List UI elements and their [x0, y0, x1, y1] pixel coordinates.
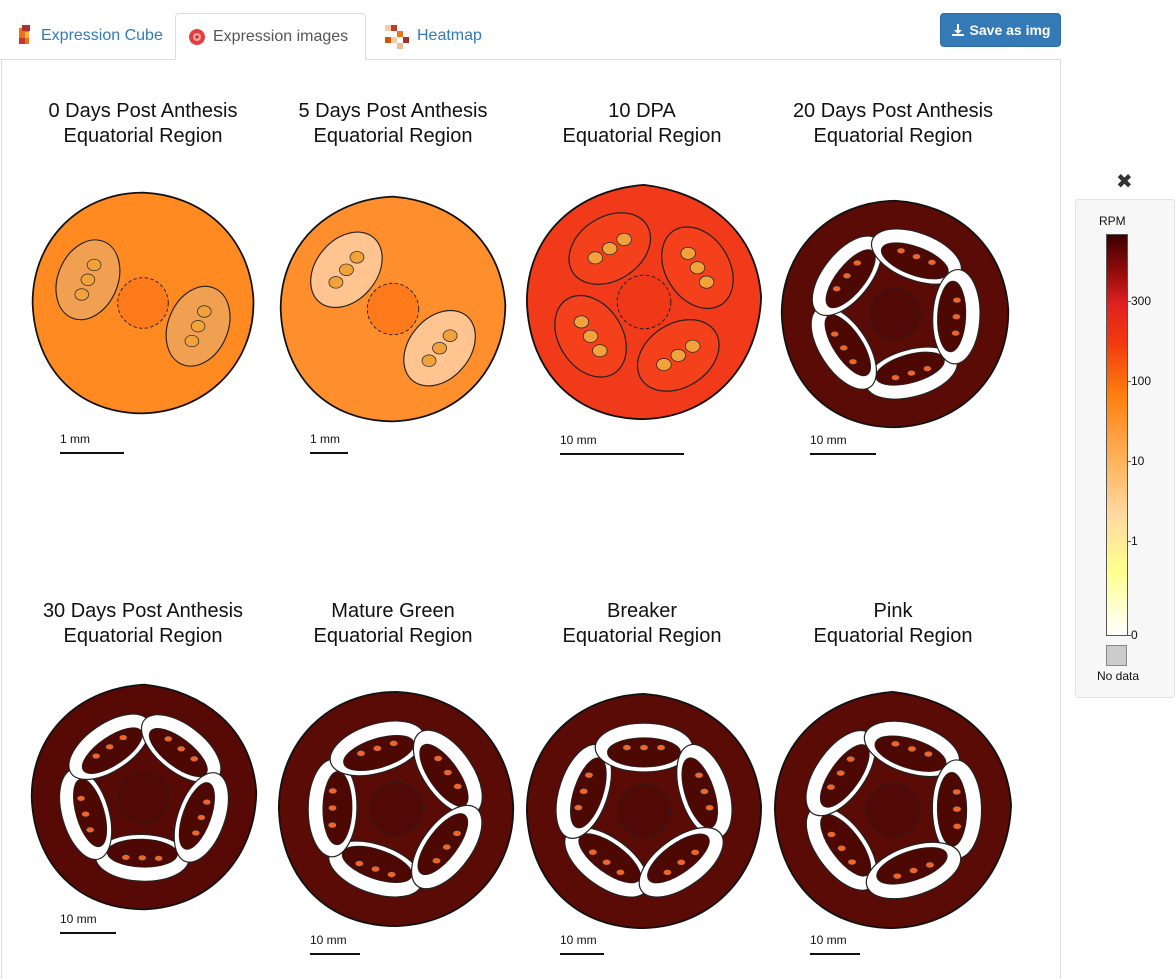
- image-title-line2: Equatorial Region: [813, 125, 973, 147]
- fruit-cross-section: [30, 683, 258, 911]
- legend-tickmark: [1128, 541, 1131, 542]
- legend-tick-100: 100: [1131, 374, 1152, 388]
- scale-label: 1 mm: [310, 432, 340, 446]
- scale-bar: [810, 953, 860, 955]
- tab-divider: [0, 59, 1061, 60]
- tab-label: Expression images: [213, 27, 349, 45]
- image-title-line2: Equatorial Region: [63, 625, 223, 647]
- download-icon: [951, 24, 964, 36]
- tab-bar: Expression Cube Expression images Heatma…: [0, 0, 1061, 60]
- image-title-line2: Equatorial Region: [313, 125, 473, 147]
- fruit-cross-section: [279, 195, 507, 423]
- image-title: 10 DPA Equatorial Region: [517, 99, 767, 149]
- no-data-label: No data: [1097, 669, 1140, 683]
- scale-label: 1 mm: [60, 432, 90, 446]
- image-title: 0 Days Post Anthesis Equatorial Region: [18, 99, 268, 149]
- image-title: 30 Days Post Anthesis Equatorial Region: [18, 599, 268, 649]
- image-title: Breaker Equatorial Region: [517, 599, 767, 649]
- legend-tick-300: 300: [1131, 294, 1152, 308]
- image-title-line1: 0 Days Post Anthesis: [48, 100, 238, 122]
- scale-bar: [560, 453, 684, 455]
- legend-tick-1: 1: [1131, 534, 1138, 548]
- scale-label: 10 mm: [560, 933, 597, 947]
- legend-gradient-bar: [1106, 234, 1128, 636]
- tab-expression-cube[interactable]: Expression Cube: [4, 13, 174, 59]
- no-data-swatch: [1106, 645, 1127, 666]
- scale-bar: [60, 932, 116, 934]
- tab-expression-images[interactable]: Expression images: [175, 13, 366, 60]
- image-title-line1: Pink: [873, 600, 913, 622]
- image-title-line1: 30 Days Post Anthesis: [42, 600, 244, 622]
- fruit-cross-section: [525, 692, 763, 930]
- scale-bar: [310, 452, 348, 454]
- image-title-line2: Equatorial Region: [63, 125, 223, 147]
- legend-tick-10: 10: [1131, 454, 1145, 468]
- save-as-img-button[interactable]: Save as img: [940, 13, 1061, 47]
- close-icon[interactable]: ✖: [1116, 171, 1133, 193]
- scale-label: 10 mm: [560, 433, 597, 447]
- image-title-line2: Equatorial Region: [313, 625, 473, 647]
- save-label: Save as img: [969, 22, 1051, 38]
- scale-bar: [310, 953, 360, 955]
- scale-bar: [60, 452, 124, 454]
- legend-title: RPM: [1099, 214, 1126, 228]
- fruit-cross-section: [277, 690, 515, 928]
- fruit-cross-section: [31, 191, 255, 415]
- image-title: 20 Days Post Anthesis Equatorial Region: [768, 99, 1018, 149]
- image-title: Pink Equatorial Region: [768, 599, 1018, 649]
- fruit-cross-section: [525, 183, 763, 421]
- image-title-line1: 10 DPA: [608, 100, 676, 122]
- image-title-line1: Breaker: [606, 600, 678, 622]
- legend-tick-0: 0: [1131, 628, 1138, 642]
- image-title-line1: 20 Days Post Anthesis: [792, 100, 994, 122]
- scale-label: 10 mm: [310, 933, 347, 947]
- image-title-line2: Equatorial Region: [813, 625, 973, 647]
- scale-bar: [810, 453, 876, 455]
- legend-tickmark: [1128, 381, 1131, 382]
- cube-icon: [19, 25, 30, 44]
- legend-tickmark: [1128, 461, 1131, 462]
- fruit-cross-section: [773, 690, 1013, 930]
- scale-label: 10 mm: [810, 433, 847, 447]
- scale-bar: [560, 953, 604, 955]
- scale-label: 10 mm: [810, 933, 847, 947]
- fruit-cross-section: [780, 199, 1010, 429]
- heatmap-icon: [385, 25, 409, 49]
- scale-label: 10 mm: [60, 912, 97, 926]
- tab-heatmap[interactable]: Heatmap: [372, 13, 493, 59]
- image-title: 5 Days Post Anthesis Equatorial Region: [268, 99, 518, 149]
- expression-images-panel: [1, 59, 1061, 979]
- image-title-line2: Equatorial Region: [562, 625, 722, 647]
- legend-tickmark: [1128, 635, 1131, 636]
- tomato-icon: [189, 28, 205, 45]
- image-title-line1: Mature Green: [331, 600, 455, 622]
- image-title: Mature Green Equatorial Region: [268, 599, 518, 649]
- tab-label: Expression Cube: [41, 27, 163, 44]
- tab-label: Heatmap: [417, 27, 482, 44]
- image-title-line2: Equatorial Region: [562, 125, 722, 147]
- legend-tickmark: [1128, 301, 1131, 302]
- image-title-line1: 5 Days Post Anthesis: [298, 100, 488, 122]
